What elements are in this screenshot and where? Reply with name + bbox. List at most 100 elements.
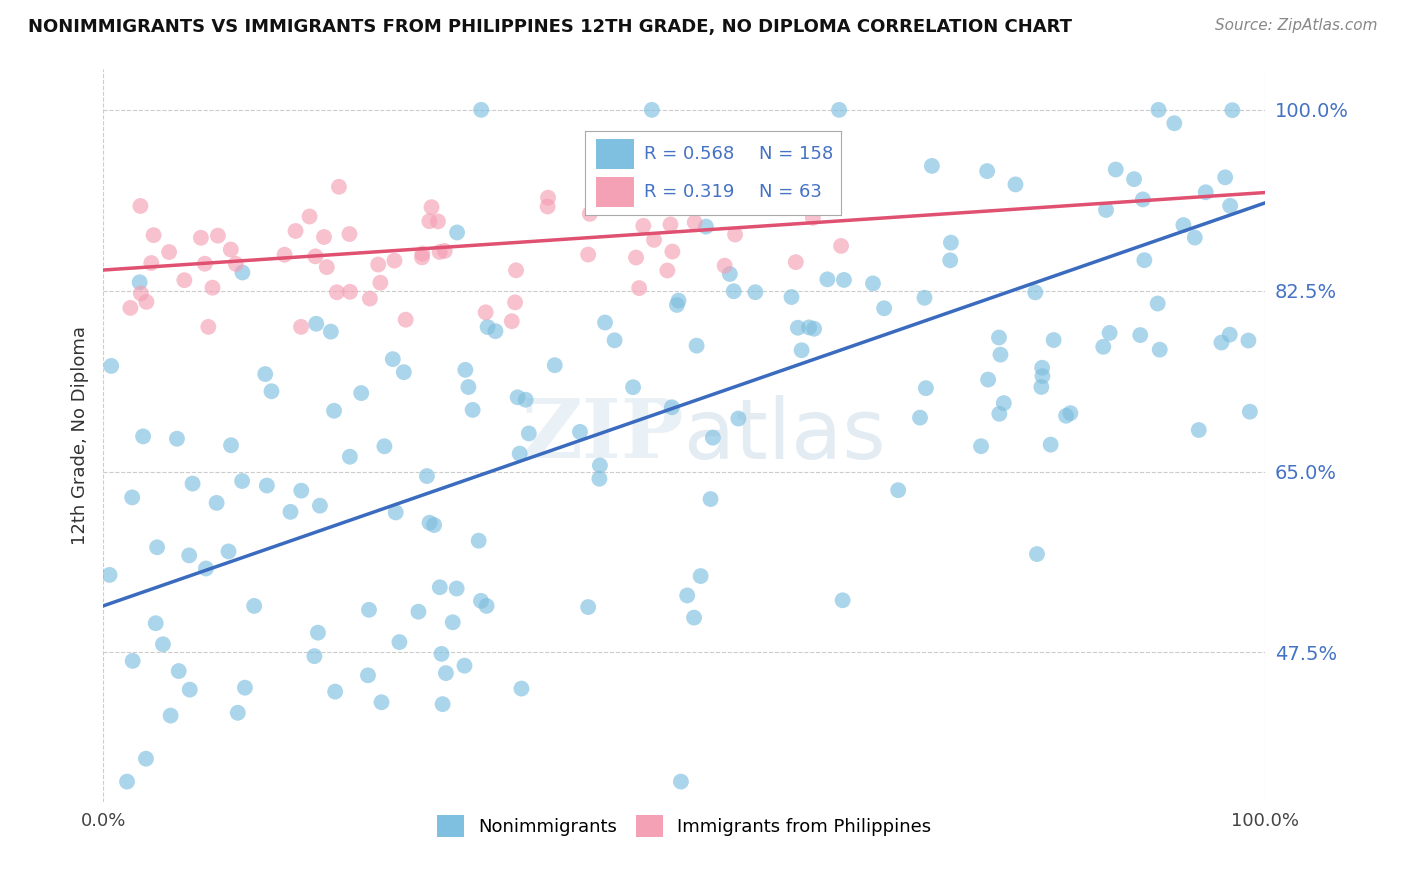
- Point: [1211, 335, 1233, 350]
- Point: [576, 600, 599, 615]
- Point: [977, 373, 1000, 387]
- Point: [503, 295, 526, 310]
- Point: [1195, 186, 1218, 200]
- Point: [988, 407, 1011, 421]
- Point: [718, 267, 741, 281]
- Point: [231, 474, 253, 488]
- Point: [659, 218, 682, 232]
- Point: [307, 625, 329, 640]
- Point: [537, 191, 560, 205]
- Point: [418, 214, 440, 228]
- Point: [373, 439, 395, 453]
- Point: [207, 228, 229, 243]
- Point: [429, 580, 451, 594]
- Point: [135, 752, 157, 766]
- Point: [1220, 103, 1243, 118]
- Point: [815, 272, 838, 286]
- Point: [304, 249, 326, 263]
- Point: [395, 312, 418, 326]
- Point: [668, 293, 690, 308]
- Point: [862, 277, 884, 291]
- Point: [1219, 199, 1241, 213]
- Point: [988, 330, 1011, 344]
- Point: [976, 164, 998, 178]
- Point: [392, 365, 415, 379]
- Point: [1239, 405, 1261, 419]
- Point: [416, 469, 439, 483]
- Point: [129, 286, 152, 301]
- Point: [1098, 326, 1121, 340]
- Point: [381, 352, 404, 367]
- Point: [887, 483, 910, 498]
- Point: [219, 438, 242, 452]
- Point: [432, 697, 454, 711]
- Point: [993, 396, 1015, 410]
- Point: [628, 281, 651, 295]
- Point: [1213, 170, 1236, 185]
- Point: [121, 491, 143, 505]
- Point: [429, 244, 451, 259]
- Point: [457, 380, 479, 394]
- Point: [665, 298, 688, 312]
- Point: [685, 339, 707, 353]
- Point: [1054, 409, 1077, 423]
- Point: [873, 301, 896, 316]
- Point: [702, 431, 724, 445]
- Text: atlas: atlas: [685, 395, 886, 476]
- Point: [423, 518, 446, 533]
- Point: [461, 403, 484, 417]
- Point: [446, 226, 468, 240]
- Point: [167, 664, 190, 678]
- Point: [159, 708, 181, 723]
- Point: [157, 245, 180, 260]
- Point: [633, 219, 655, 233]
- Point: [357, 603, 380, 617]
- Point: [339, 450, 361, 464]
- Point: [544, 358, 567, 372]
- Point: [226, 706, 249, 720]
- Point: [713, 259, 735, 273]
- Point: [179, 682, 201, 697]
- Point: [1219, 327, 1241, 342]
- Point: [145, 616, 167, 631]
- Point: [453, 658, 475, 673]
- Point: [219, 243, 242, 257]
- Point: [411, 251, 433, 265]
- Point: [135, 294, 157, 309]
- Point: [914, 291, 936, 305]
- Point: [832, 273, 855, 287]
- Point: [179, 549, 201, 563]
- Point: [129, 199, 152, 213]
- Point: [474, 305, 496, 319]
- Point: [426, 214, 449, 228]
- Point: [132, 429, 155, 443]
- Point: [205, 496, 228, 510]
- Point: [506, 390, 529, 404]
- Point: [370, 695, 392, 709]
- Point: [908, 410, 931, 425]
- Point: [1024, 285, 1046, 300]
- Point: [305, 317, 328, 331]
- Point: [510, 681, 533, 696]
- Point: [312, 230, 335, 244]
- Point: [1146, 296, 1168, 310]
- Point: [1031, 380, 1053, 394]
- Point: [441, 615, 464, 630]
- Point: [128, 275, 150, 289]
- Point: [723, 285, 745, 299]
- Point: [517, 426, 540, 441]
- Point: [830, 239, 852, 253]
- Point: [724, 227, 747, 242]
- Point: [339, 285, 361, 299]
- Point: [284, 224, 307, 238]
- Point: [828, 103, 851, 117]
- Point: [800, 134, 823, 148]
- Point: [803, 322, 825, 336]
- Point: [319, 325, 342, 339]
- Point: [939, 253, 962, 268]
- Point: [328, 179, 350, 194]
- Point: [603, 334, 626, 348]
- Point: [797, 320, 820, 334]
- Point: [181, 476, 204, 491]
- Point: [576, 247, 599, 261]
